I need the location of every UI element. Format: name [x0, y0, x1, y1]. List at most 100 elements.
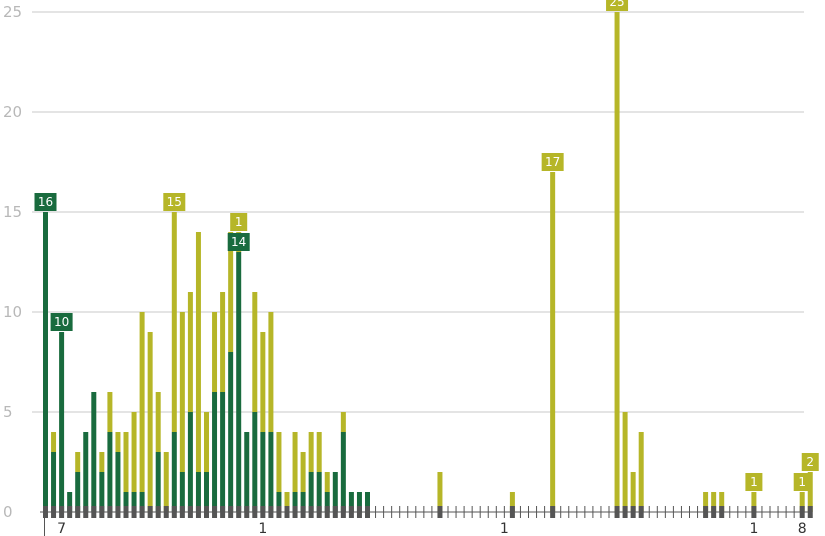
x-axis-tick	[155, 506, 161, 518]
bar-segment	[59, 332, 65, 512]
bar-segment	[356, 492, 362, 512]
data-label-box	[163, 193, 186, 211]
bar-segment	[187, 292, 193, 412]
bar-segment	[622, 412, 628, 512]
data-label-text: 15	[167, 195, 182, 209]
x-axis-tick	[139, 506, 145, 518]
data-label-box	[50, 313, 73, 331]
bar-segment	[807, 472, 813, 512]
bar-segment	[300, 492, 306, 512]
bar-segment	[268, 312, 274, 432]
bar-segment	[348, 492, 354, 512]
bar-segment	[75, 452, 81, 472]
x-axis-tick	[204, 506, 209, 518]
bar-segment	[171, 432, 177, 512]
bar-segment	[292, 432, 298, 492]
data-label: 17	[541, 153, 564, 171]
x-axis-tick	[268, 506, 274, 518]
bar-segment	[550, 172, 556, 512]
data-label: 2	[801, 453, 819, 471]
x-axis-tick	[324, 506, 330, 518]
data-label-text: 1	[798, 475, 806, 489]
y-tick-label: 20	[3, 103, 22, 121]
x-axis-tick	[614, 506, 620, 518]
bar-segment	[252, 412, 258, 512]
data-label-box	[745, 473, 763, 491]
bar-segment	[268, 432, 274, 512]
bar-segment	[195, 232, 201, 472]
y-axis-tick-labels: 0 5 10 15 20 25	[3, 3, 22, 521]
bar-segment	[75, 472, 81, 512]
bar-segment	[365, 492, 370, 512]
bar-segment	[123, 432, 129, 492]
x-tick-label: 1	[258, 521, 267, 536]
x-axis-tick	[799, 506, 805, 518]
bar-segment	[51, 452, 57, 512]
bar-segment	[212, 392, 218, 512]
x-axis-tick	[550, 506, 556, 518]
data-label: 16	[34, 193, 57, 211]
bar-segment	[195, 472, 201, 512]
data-label-text: 25	[609, 0, 624, 9]
x-axis-tick	[75, 506, 81, 518]
x-axis-tick	[807, 506, 813, 518]
x-axis-tick-labels: 7 1 1 1 8	[57, 521, 807, 536]
bar-segment	[115, 452, 121, 512]
x-axis-tick	[115, 506, 121, 518]
x-axis-tick	[260, 506, 266, 518]
data-label-text: 1	[750, 475, 758, 489]
gridlines	[32, 11, 804, 413]
x-axis-tick	[59, 506, 65, 518]
x-axis	[40, 506, 813, 536]
bar-segment	[220, 292, 226, 392]
bar-segment	[340, 412, 346, 432]
data-label-text: 2	[806, 455, 814, 469]
x-axis-tick	[83, 506, 89, 518]
data-label-box	[34, 193, 57, 211]
bar-segment	[236, 252, 242, 512]
bar-segment	[107, 392, 113, 432]
y-tick-label: 10	[3, 303, 22, 321]
bar-segment	[43, 212, 48, 512]
y-tick-label: 5	[3, 403, 13, 421]
x-axis-tick	[308, 506, 314, 518]
bar-segment	[719, 492, 725, 512]
bar-segment	[260, 432, 266, 512]
x-axis-tick	[332, 506, 338, 518]
x-axis-tick	[711, 506, 717, 518]
x-axis-tick	[43, 506, 48, 518]
bar-segment	[163, 452, 169, 512]
bar-segment	[187, 412, 193, 512]
bar-segment	[228, 232, 234, 352]
x-axis-tick	[228, 506, 234, 518]
bar-segment	[340, 432, 346, 512]
data-label-text: 1	[235, 215, 243, 229]
bar-segment	[437, 472, 443, 512]
x-axis-tick	[340, 506, 346, 518]
bar-segment	[324, 492, 330, 512]
x-axis-tick	[51, 506, 57, 518]
bar-segment	[139, 492, 145, 512]
bar-segment	[204, 472, 209, 512]
bar-segment	[147, 332, 153, 512]
x-axis-tick	[147, 506, 153, 518]
data-label-box	[606, 0, 629, 11]
bar-segment	[799, 492, 805, 512]
data-label-box	[801, 453, 819, 471]
x-axis-tick	[509, 506, 515, 518]
bar-segment	[308, 432, 314, 472]
bar-segment	[244, 432, 250, 512]
bar-segment	[131, 492, 137, 512]
bar-segment	[171, 212, 177, 432]
bar-segment	[139, 312, 145, 492]
data-label-text: 17	[545, 155, 560, 169]
x-axis-tick	[236, 506, 242, 518]
y-tick-label: 15	[3, 203, 22, 221]
bar-segment	[300, 452, 306, 492]
bar-segment	[179, 312, 185, 472]
data-label-text: 14	[231, 235, 246, 249]
data-label: 1	[745, 473, 763, 491]
data-label-text: 10	[54, 315, 69, 329]
bar-segment	[204, 412, 209, 472]
